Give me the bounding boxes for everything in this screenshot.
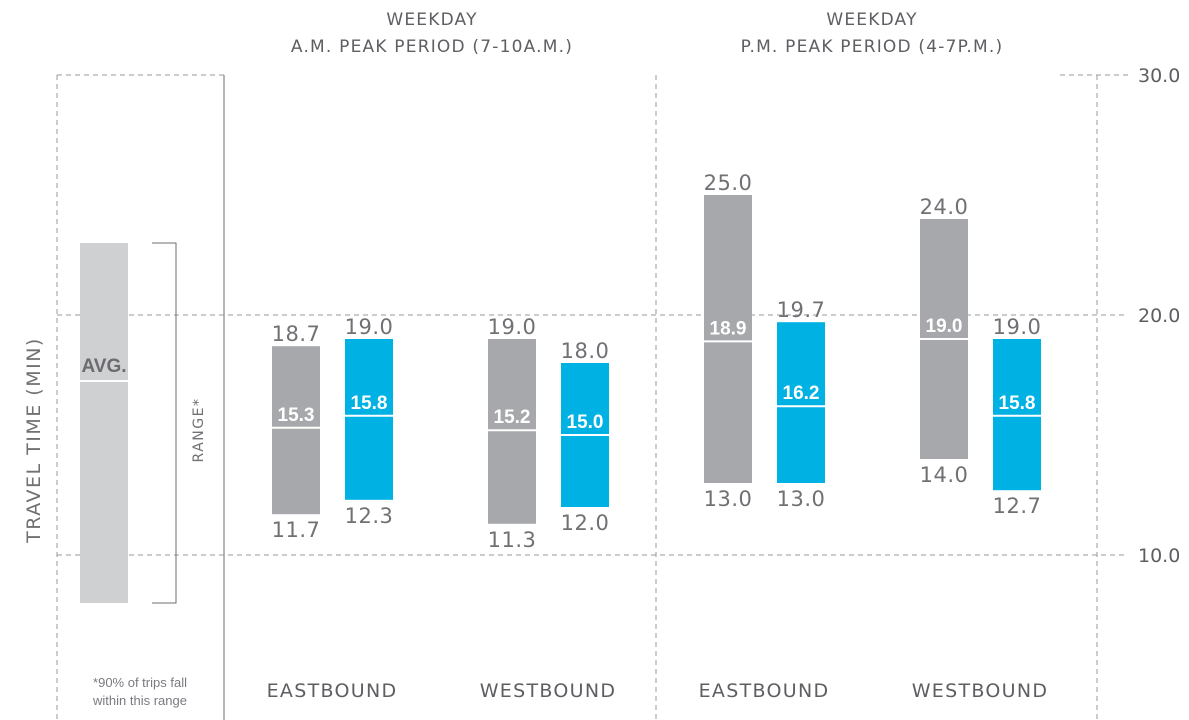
legend-avg-label: AVG. [81, 356, 126, 377]
period-am-title-line2: A.M. PEAK PERIOD (7-10A.M.) [291, 37, 573, 57]
y-tick-label: 30.0 [1138, 65, 1180, 87]
direction-label-pm-westbound: WESTBOUND [912, 680, 1049, 702]
avg-value-label: 16.2 [783, 383, 820, 404]
range-bars: 18.7 11.7 15.3 19.0 12.3 15.8 19.0 11.3 15.2 18.0… [272, 171, 1042, 552]
avg-value-label: 15.8 [999, 393, 1036, 414]
avg-value-label: 15.0 [567, 412, 604, 433]
max-value-label: 19.0 [488, 315, 537, 339]
range-bar [488, 339, 536, 524]
max-value-label: 25.0 [704, 171, 753, 195]
min-value-label: 11.3 [488, 528, 537, 552]
avg-value-label: 19.0 [926, 316, 963, 337]
max-value-label: 19.0 [993, 315, 1042, 339]
min-value-label: 13.0 [704, 487, 753, 511]
legend-footnote-line2: within this range [92, 693, 187, 708]
legend-range-bracket [152, 242, 177, 604]
min-value-label: 12.3 [345, 504, 394, 528]
min-value-label: 14.0 [920, 463, 969, 487]
legend: AVG. RANGE* *90% of trips fall within th… [80, 242, 207, 708]
period-pm-title-line2: P.M. PEAK PERIOD (4-7P.M.) [741, 37, 1004, 57]
period-am-title-line1: WEEKDAY [386, 10, 477, 30]
legend-footnote-line1: *90% of trips fall [93, 675, 187, 690]
max-value-label: 19.0 [345, 315, 394, 339]
max-value-label: 18.7 [272, 322, 321, 346]
max-value-label: 24.0 [920, 195, 969, 219]
max-value-label: 18.0 [561, 339, 610, 363]
y-tick-label: 10.0 [1138, 545, 1180, 567]
legend-range-bar [80, 243, 128, 603]
direction-label-pm-eastbound: EASTBOUND [699, 680, 830, 702]
range-bar [272, 346, 320, 515]
avg-value-label: 18.9 [710, 318, 747, 339]
min-value-label: 12.0 [561, 511, 610, 535]
range-bar [704, 195, 752, 483]
avg-value-label: 15.8 [351, 393, 388, 414]
range-bar [345, 339, 393, 500]
direction-label-am-westbound: WESTBOUND [480, 680, 617, 702]
y-axis-label: TRAVEL TIME (MIN) [23, 337, 45, 544]
y-tick-label: 20.0 [1138, 305, 1180, 327]
min-value-label: 11.7 [272, 518, 321, 542]
min-value-label: 12.7 [993, 494, 1042, 518]
avg-value-label: 15.3 [278, 405, 315, 426]
min-value-label: 13.0 [777, 487, 826, 511]
range-bar [993, 339, 1041, 491]
range-bar [777, 322, 825, 483]
y-axis-ticks: 10.0 20.0 30.0 [1138, 65, 1180, 567]
legend-range-label: RANGE* [191, 398, 207, 463]
max-value-label: 19.7 [777, 298, 826, 322]
direction-label-am-eastbound: EASTBOUND [267, 680, 398, 702]
period-pm-title-line1: WEEKDAY [826, 10, 917, 30]
avg-value-label: 15.2 [494, 407, 531, 428]
